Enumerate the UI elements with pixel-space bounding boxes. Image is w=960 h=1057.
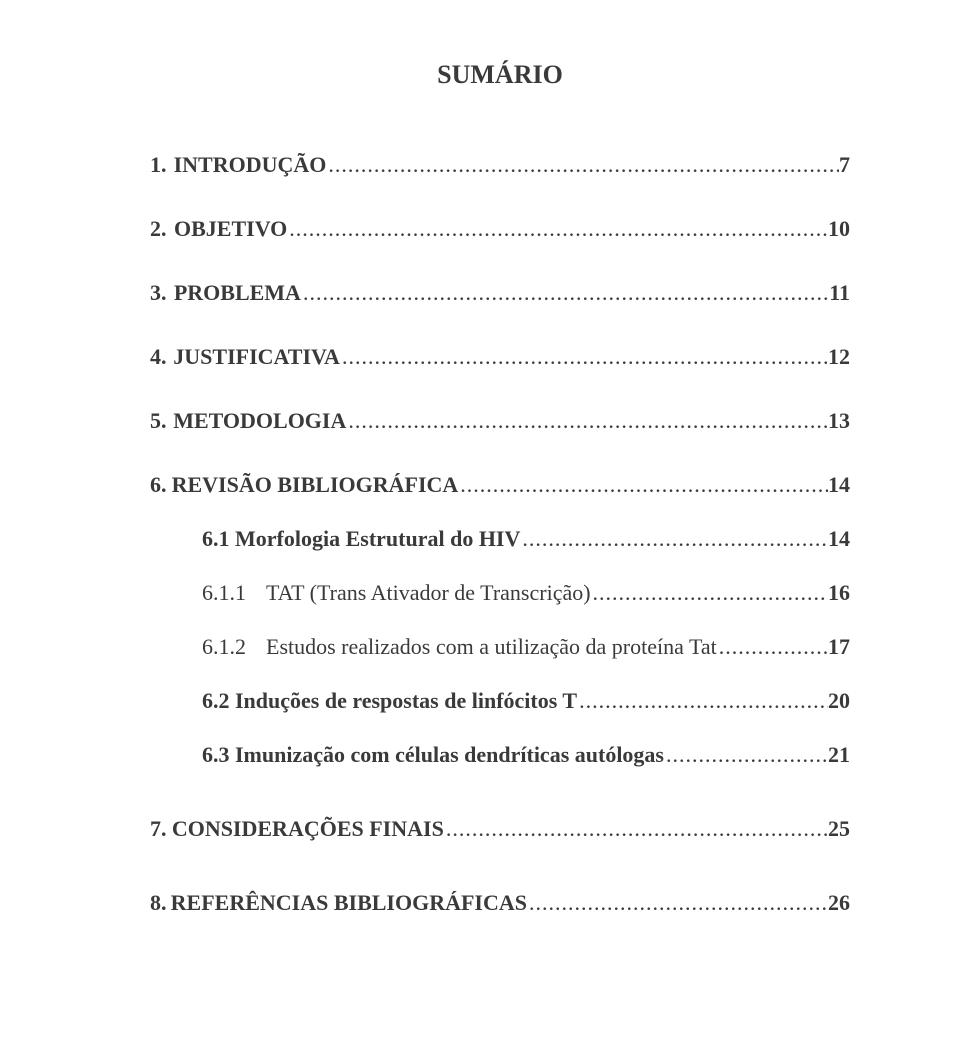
toc-page: 14 (828, 526, 850, 552)
toc-label: METODOLOGIA (173, 408, 346, 434)
toc-num: 8. (150, 890, 167, 916)
leader-dots (346, 408, 828, 434)
toc-entry-sub: 6.1 Morfologia Estrutural do HIV 14 (202, 526, 850, 552)
toc-page: 7 (839, 152, 850, 178)
toc-page: 21 (828, 742, 850, 768)
leader-dots (301, 280, 829, 306)
leader-dots (520, 526, 828, 552)
toc-num: 1. (150, 152, 167, 178)
toc-num: 2. (150, 216, 167, 242)
toc-entry: 4. JUSTIFICATIVA 12 (150, 344, 850, 370)
toc-label: INTRODUÇÃO (174, 152, 327, 178)
toc-label: JUSTIFICATIVA (173, 344, 340, 370)
toc-entry-subsub: 6.1.1 TAT (Trans Ativador de Transcrição… (202, 580, 850, 606)
leader-dots (340, 344, 828, 370)
leader-dots (591, 580, 828, 606)
toc-label: CONSIDERAÇÕES FINAIS (172, 816, 444, 842)
toc-entry: 3. PROBLEMA 11 (150, 280, 850, 306)
toc-page: 12 (828, 344, 850, 370)
toc-num: 6.1.2 (202, 634, 266, 660)
toc-page: 26 (828, 890, 850, 916)
toc-page: 17 (828, 634, 850, 660)
toc-entry-subsub: 6.1.2 Estudos realizados com a utilizaçã… (202, 634, 850, 660)
toc-num: 3. (150, 280, 167, 306)
toc-page: 25 (828, 816, 850, 842)
toc-label: REVISÃO BIBLIOGRÁFICA (172, 472, 459, 498)
toc-label: TAT (Trans Ativador de Transcrição) (266, 580, 591, 606)
leader-dots (458, 472, 828, 498)
toc-label: Estudos realizados com a utilização da p… (266, 634, 717, 660)
toc-label: REFERÊNCIAS BIBLIOGRÁFICAS (171, 890, 527, 916)
leader-dots (287, 216, 828, 242)
page-title: SUMÁRIO (150, 60, 850, 90)
toc-page: 14 (828, 472, 850, 498)
leader-dots (527, 890, 828, 916)
toc-label: 6.1 Morfologia Estrutural do HIV (202, 526, 520, 552)
toc-label: 6.2 Induções de respostas de linfócitos … (202, 688, 577, 714)
toc-page: 10 (828, 216, 850, 242)
toc-page: 11 (829, 280, 850, 306)
toc-entry: 7. CONSIDERAÇÕES FINAIS 25 (150, 816, 850, 842)
leader-dots (577, 688, 828, 714)
toc-entry: 2. OBJETIVO 10 (150, 216, 850, 242)
toc-num: 5. (150, 408, 167, 434)
toc-entry-sub: 6.2 Induções de respostas de linfócitos … (202, 688, 850, 714)
toc-label: OBJETIVO (174, 216, 287, 242)
leader-dots (717, 634, 828, 660)
toc-num: 6. (150, 472, 167, 498)
page: SUMÁRIO 1. INTRODUÇÃO 7 2. OBJETIVO 10 3… (0, 0, 960, 1057)
toc-page: 16 (828, 580, 850, 606)
toc-entry: 1. INTRODUÇÃO 7 (150, 152, 850, 178)
toc-entry-sub: 6.3 Imunização com células dendríticas a… (202, 742, 850, 768)
leader-dots (326, 152, 839, 178)
toc-page: 20 (828, 688, 850, 714)
toc-label: PROBLEMA (174, 280, 301, 306)
toc-entry: 6. REVISÃO BIBLIOGRÁFICA 14 (150, 472, 850, 498)
toc-num: 4. (150, 344, 167, 370)
leader-dots (444, 816, 828, 842)
toc-entry: 5. METODOLOGIA 13 (150, 408, 850, 434)
toc-label: 6.3 Imunização com células dendríticas a… (202, 742, 664, 768)
toc-entry: 8. REFERÊNCIAS BIBLIOGRÁFICAS 26 (150, 890, 850, 916)
leader-dots (664, 742, 828, 768)
toc-num: 7. (150, 816, 167, 842)
toc-page: 13 (828, 408, 850, 434)
toc-num: 6.1.1 (202, 580, 266, 606)
